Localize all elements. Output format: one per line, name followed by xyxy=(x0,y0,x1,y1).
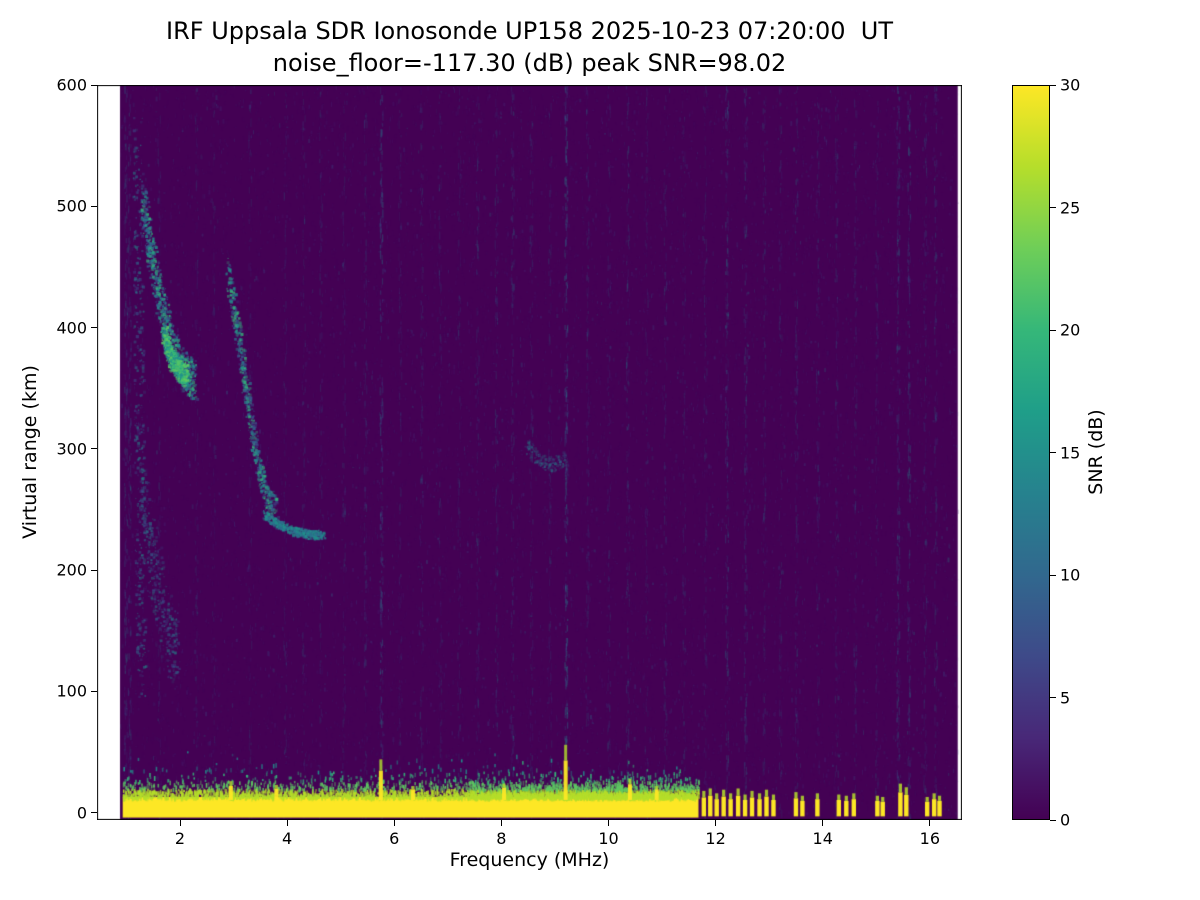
x-tick-label: 14 xyxy=(812,829,833,848)
x-tick-label: 10 xyxy=(598,829,619,848)
colorbar xyxy=(1012,85,1050,820)
colorbar-tick-label: 5 xyxy=(1060,688,1071,707)
y-tick-mark xyxy=(91,327,97,329)
chart-subtitle: noise_floor=-117.30 (dB) peak SNR=98.02 xyxy=(272,49,787,77)
x-tick-label: 16 xyxy=(919,829,941,848)
x-tick-mark xyxy=(608,820,609,826)
colorbar-label: SNR (dB) xyxy=(1085,409,1107,495)
y-tick-label: 400 xyxy=(56,318,87,338)
colorbar-tick-label: 15 xyxy=(1060,443,1081,462)
x-tick-mark xyxy=(822,820,824,826)
y-tick-mark xyxy=(91,690,97,692)
colorbar-tick-mark xyxy=(1050,329,1056,331)
y-tick-mark xyxy=(91,812,97,814)
y-tick-label: 300 xyxy=(56,439,87,459)
y-tick-mark xyxy=(91,205,97,207)
colorbar-tick-mark xyxy=(1050,207,1056,208)
x-tick-label: 8 xyxy=(496,829,507,848)
y-tick-label: 100 xyxy=(56,681,87,701)
colorbar-tick-mark xyxy=(1050,452,1056,453)
colorbar-tick-label: 20 xyxy=(1060,320,1081,340)
x-tick-mark xyxy=(286,820,288,826)
ionogram-heatmap xyxy=(97,85,962,820)
colorbar-tick-mark xyxy=(1050,84,1056,86)
y-tick-label: 500 xyxy=(56,196,87,216)
colorbar-tick-mark xyxy=(1050,819,1056,821)
x-tick-mark xyxy=(179,820,181,826)
colorbar-tick-label: 25 xyxy=(1060,198,1081,217)
x-tick-label: 4 xyxy=(282,829,293,848)
colorbar-tick-label: 0 xyxy=(1060,810,1071,830)
chart-title: IRF Uppsala SDR Ionosonde UP158 2025-10-… xyxy=(166,17,893,45)
y-tick-mark xyxy=(91,84,97,86)
x-tick-label: 2 xyxy=(174,829,186,848)
colorbar-tick-mark xyxy=(1050,697,1056,698)
x-tick-label: 6 xyxy=(389,829,400,848)
colorbar-tick-label: 10 xyxy=(1060,565,1081,585)
x-axis-label: Frequency (MHz) xyxy=(449,849,610,871)
y-tick-label: 600 xyxy=(56,75,87,95)
colorbar-tick-mark xyxy=(1050,574,1056,576)
y-tick-mark xyxy=(91,569,97,571)
y-tick-mark xyxy=(91,448,97,450)
colorbar-tick-label: 30 xyxy=(1060,75,1081,95)
y-tick-label: 200 xyxy=(56,560,87,580)
x-tick-mark xyxy=(500,820,502,826)
x-tick-mark xyxy=(393,820,395,826)
x-tick-label: 12 xyxy=(705,829,726,848)
y-tick-label: 0 xyxy=(76,803,87,823)
x-tick-mark xyxy=(929,820,931,826)
x-tick-mark xyxy=(715,820,717,826)
